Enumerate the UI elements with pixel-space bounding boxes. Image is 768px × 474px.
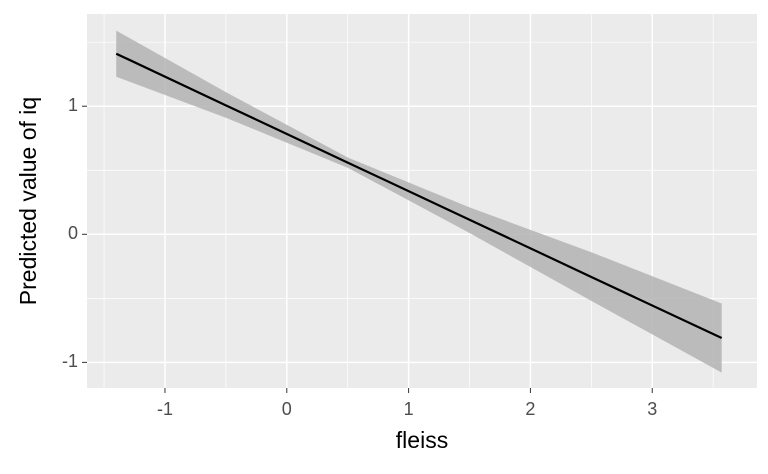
x-axis-title: fleiss <box>396 427 448 453</box>
x-tick-label: 3 <box>647 399 657 419</box>
y-tick-label: -1 <box>62 351 78 371</box>
confidence-band <box>116 30 722 373</box>
x-tick-label: 0 <box>282 399 292 419</box>
y-tick-label: 0 <box>68 223 78 243</box>
x-tick-label: 1 <box>404 399 414 419</box>
y-axis-title: Predicted value of iq <box>15 97 41 305</box>
x-tick-label: 2 <box>525 399 535 419</box>
x-tick-label: -1 <box>157 399 173 419</box>
y-tick-label: 1 <box>68 95 78 115</box>
line <box>115 52 723 340</box>
